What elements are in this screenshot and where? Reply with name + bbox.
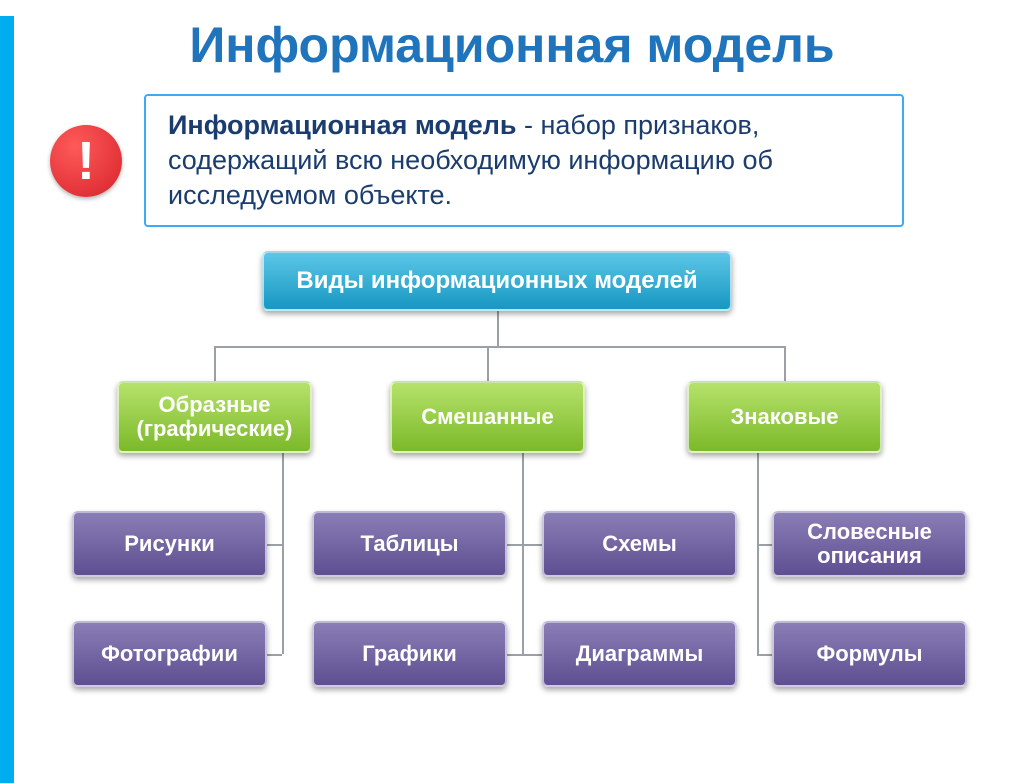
definition-box: Информационная модель - набор признаков,… (144, 94, 904, 227)
connector (522, 654, 542, 656)
root-node-виды-информационных-моделей: Виды информационных моделей (262, 251, 732, 311)
leaf-node-графики: Графики (312, 621, 507, 687)
connector (214, 346, 216, 381)
connector (267, 654, 282, 656)
connector (757, 453, 759, 654)
connector (487, 346, 489, 381)
leaf-node-схемы: Схемы (542, 511, 737, 577)
cat-node-obraz: Образные (графические) (117, 381, 312, 453)
definition-term: Информационная модель (168, 110, 516, 140)
leaf-node-таблицы: Таблицы (312, 511, 507, 577)
leaf-node-фотографии: Фотографии (72, 621, 267, 687)
connector (267, 544, 282, 546)
cat-node-smesh: Смешанные (390, 381, 585, 453)
hierarchy-diagram: Виды информационных моделей Образные (гра… (42, 251, 982, 721)
connector (507, 654, 522, 656)
leaf-node-рисунки: Рисунки (72, 511, 267, 577)
connector (214, 346, 784, 348)
connector (757, 654, 772, 656)
page-title: Информационная модель (0, 16, 1024, 74)
leaf-node-словесные-описания: Словесные описания (772, 511, 967, 577)
connector (507, 544, 522, 546)
connector (282, 453, 284, 654)
accent-left-bar (0, 16, 14, 783)
connector (757, 544, 772, 546)
connector (522, 453, 524, 654)
leaf-node-диаграммы: Диаграммы (542, 621, 737, 687)
definition-row: ! Информационная модель - набор признако… (50, 94, 1024, 227)
alert-icon: ! (50, 125, 122, 197)
leaf-node-формулы: Формулы (772, 621, 967, 687)
connector (497, 311, 499, 346)
connector (522, 544, 542, 546)
connector (784, 346, 786, 381)
cat-node-znak: Знаковые (687, 381, 882, 453)
